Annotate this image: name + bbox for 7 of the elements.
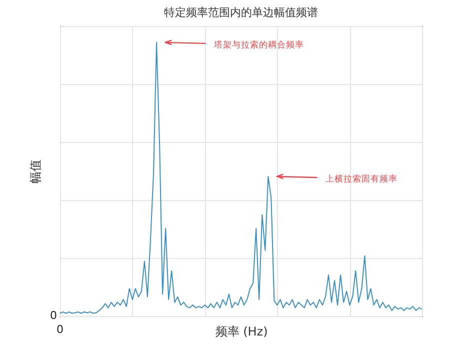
chart-title: 特定频率范围内的单边幅值频谱 [164, 6, 318, 19]
text: 0 [50, 309, 57, 322]
annotation: 上横拉索固有频率 [325, 173, 398, 184]
y-axis-title: 幅值 [28, 160, 42, 184]
annotation: 塔架与拉索的耦合频率 [212, 39, 304, 50]
text: 0 [56, 323, 64, 336]
x-axis-title: 频率 (Hz) [215, 324, 268, 338]
